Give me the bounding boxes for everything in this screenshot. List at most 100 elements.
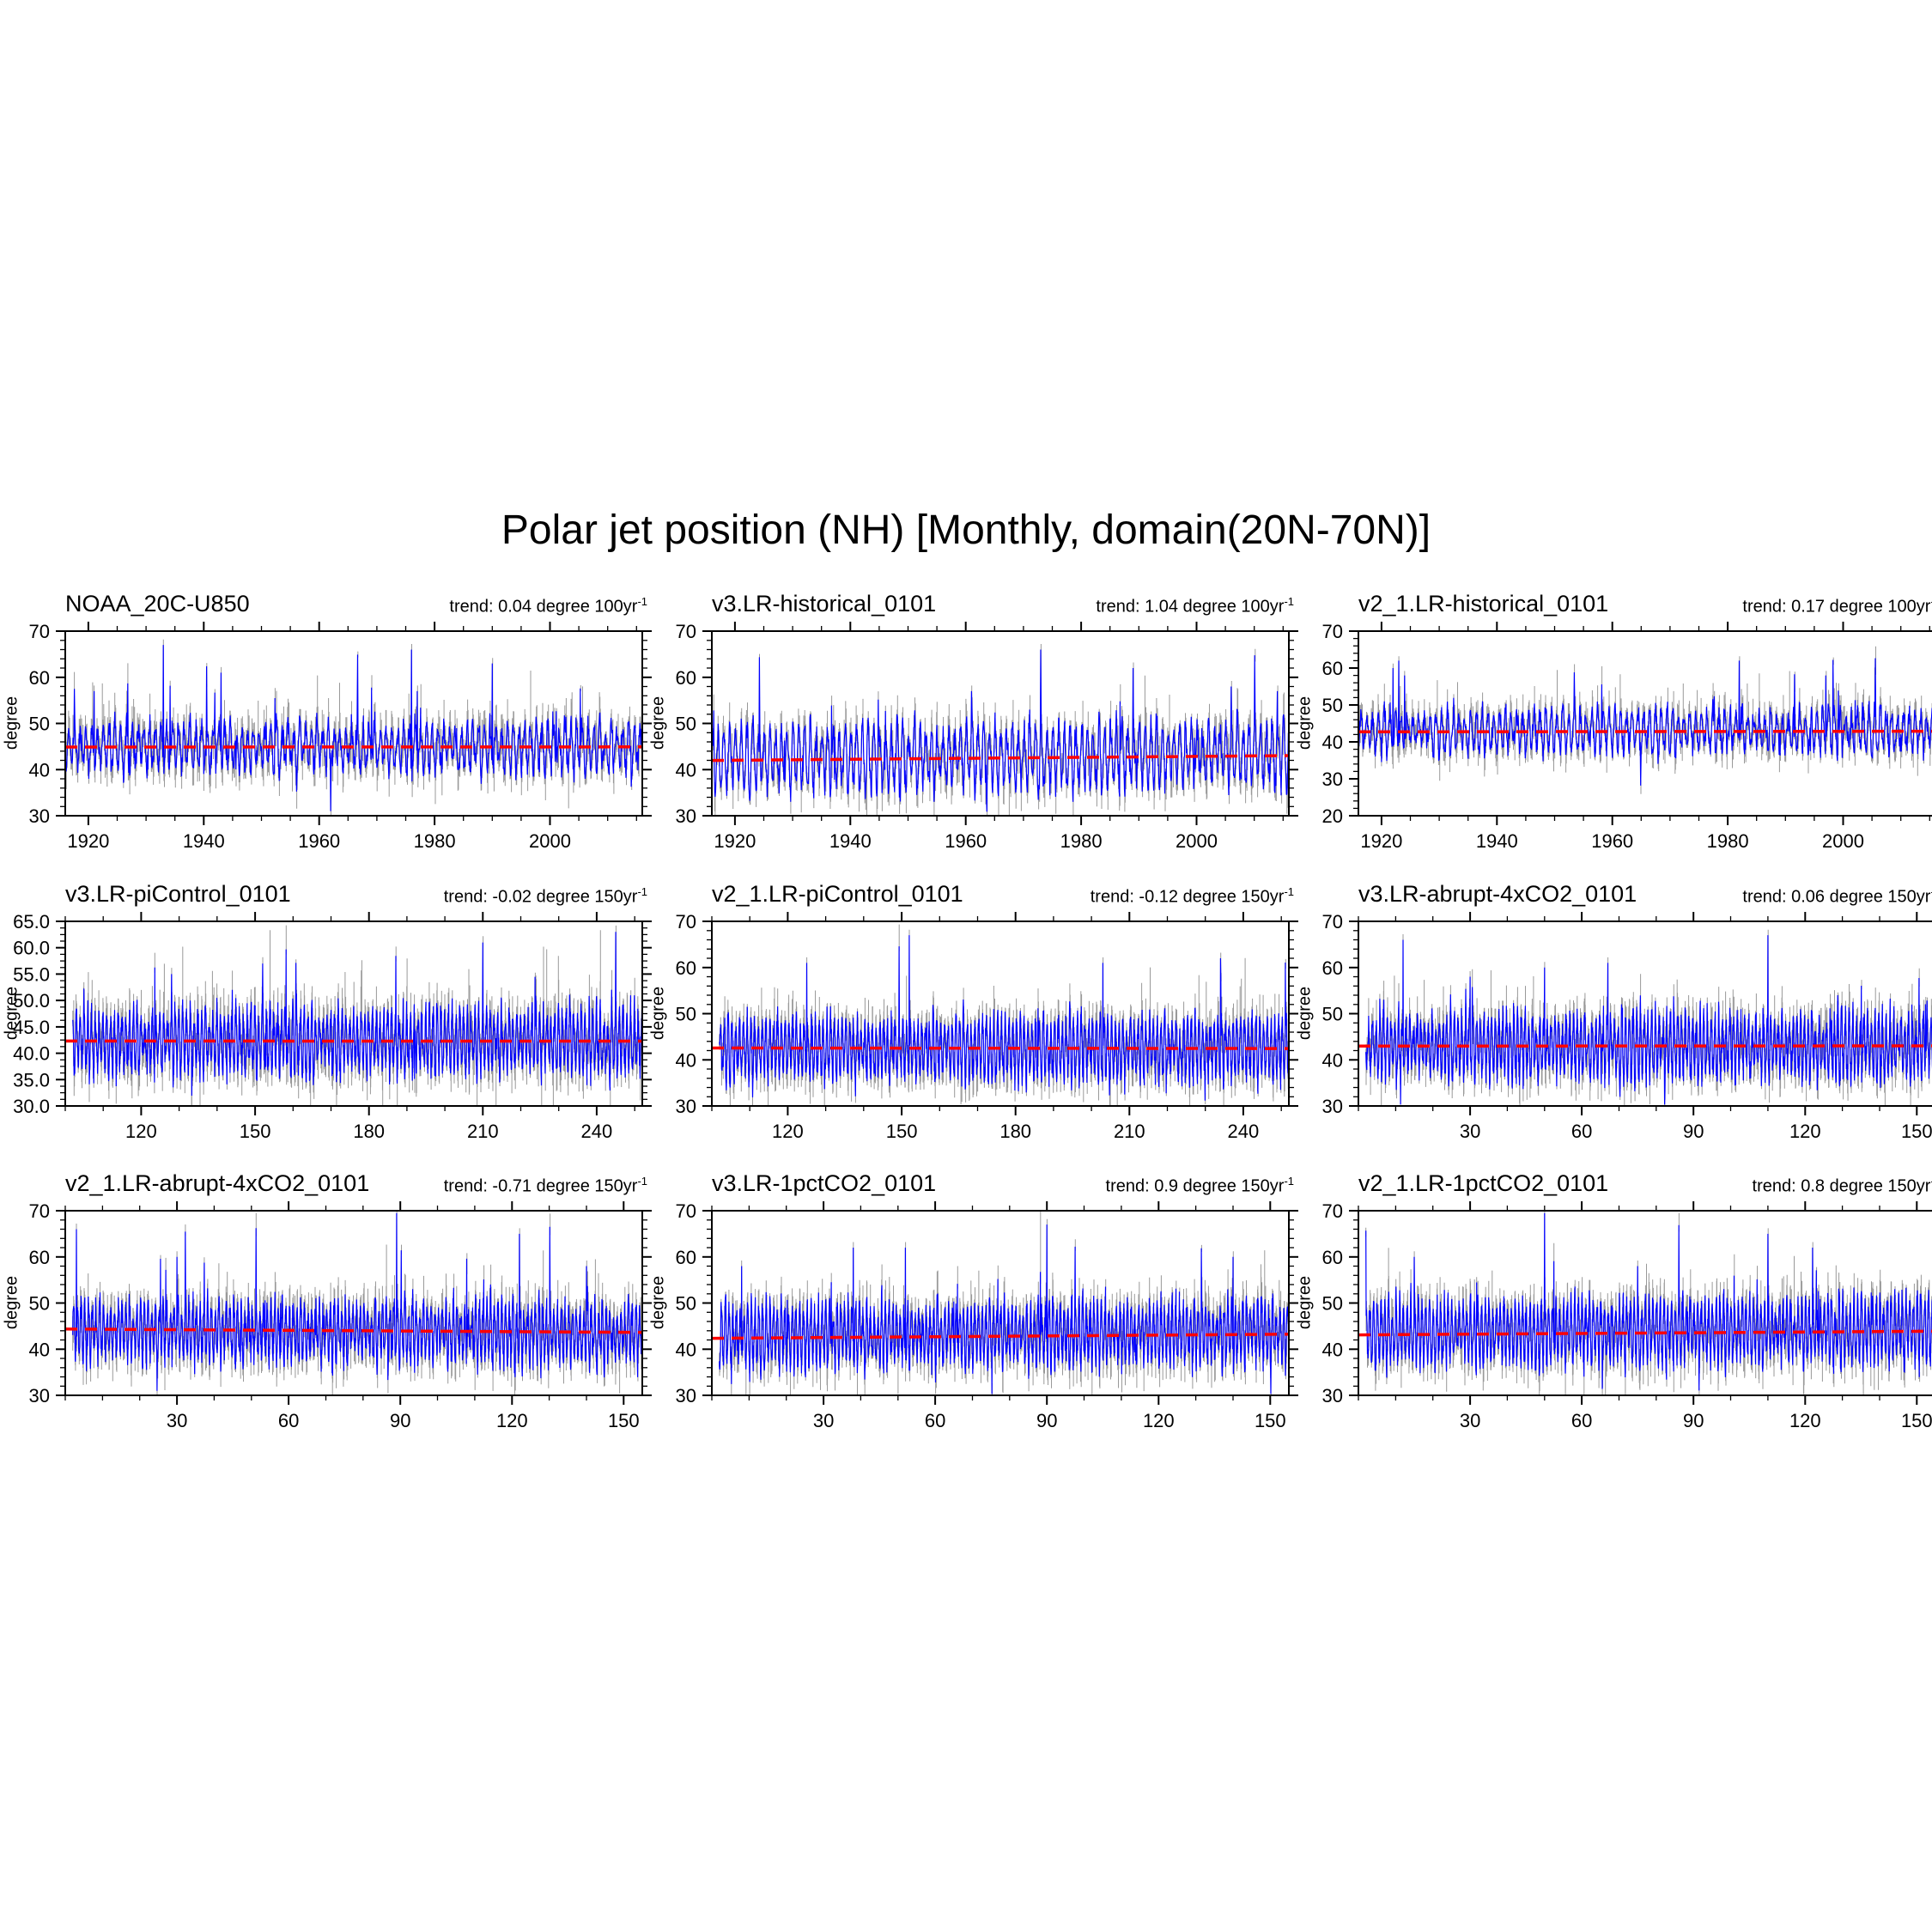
svg-text:70: 70 <box>676 621 696 642</box>
svg-text:90: 90 <box>1036 1410 1057 1431</box>
svg-text:30: 30 <box>676 1096 696 1117</box>
svg-text:90: 90 <box>390 1410 410 1431</box>
svg-text:20: 20 <box>1322 805 1343 827</box>
trend-exponent: -1 <box>1284 595 1294 609</box>
svg-text:60: 60 <box>676 667 696 689</box>
svg-text:50: 50 <box>676 714 696 735</box>
svg-text:60: 60 <box>1571 1121 1592 1142</box>
panel-title: v3.LR-historical_0101 <box>712 591 937 617</box>
svg-text:120: 120 <box>1789 1410 1821 1431</box>
trend-exponent: -1 <box>1284 1175 1294 1188</box>
svg-text:55.0: 55.0 <box>13 963 50 985</box>
timeseries-plot: 120 150 180 210 240 30 40 50 60 70 <box>676 911 1298 1142</box>
svg-text:90: 90 <box>1683 1121 1704 1142</box>
panel-v3-lr-picontrol: v3.LR-piControl_0101 trend: -0.02 degree… <box>0 868 656 1147</box>
trend-exponent: -1 <box>637 595 647 609</box>
svg-text:240: 240 <box>1228 1121 1260 1142</box>
svg-text:30: 30 <box>676 1385 696 1406</box>
page-title: Polar jet position (NH) [Monthly, domain… <box>501 507 1431 553</box>
trend-text: trend: -0.71 degree 150yr <box>443 1177 638 1196</box>
svg-text:40: 40 <box>29 759 50 781</box>
svg-text:40: 40 <box>1322 732 1343 753</box>
panel-trend-label: trend: -0.12 degree 150yr-1 <box>1091 885 1294 908</box>
timeseries-plot: 30 60 90 120 150 30 40 50 60 70 <box>676 1200 1298 1431</box>
svg-text:30: 30 <box>676 805 696 827</box>
svg-text:1960: 1960 <box>945 830 987 852</box>
svg-text:1940: 1940 <box>1476 830 1518 852</box>
svg-text:150: 150 <box>886 1121 918 1142</box>
svg-text:180: 180 <box>353 1121 385 1142</box>
svg-text:30: 30 <box>1322 1096 1343 1117</box>
panel-title: v2_1.LR-1pctCO2_0101 <box>1358 1170 1609 1196</box>
svg-text:70: 70 <box>1322 621 1343 642</box>
svg-text:70: 70 <box>676 911 696 933</box>
svg-text:1940: 1940 <box>183 830 225 852</box>
timeseries-plot: 1920 1940 1960 1980 2000 30 40 50 60 70 <box>676 621 1298 852</box>
panel-trend-label: trend: 0.04 degree 100yr-1 <box>449 595 647 617</box>
svg-text:50: 50 <box>676 1293 696 1315</box>
svg-text:180: 180 <box>999 1121 1031 1142</box>
svg-text:60: 60 <box>1322 658 1343 679</box>
svg-text:40.0: 40.0 <box>13 1043 50 1065</box>
svg-text:70: 70 <box>1322 911 1343 933</box>
panel-v2-1-lr-picontrol: v2_1.LR-piControl_0101 trend: -0.12 degr… <box>647 868 1303 1147</box>
svg-text:30: 30 <box>1460 1410 1480 1431</box>
trend-text: trend: 0.9 degree 150yr <box>1105 1177 1285 1196</box>
svg-text:1980: 1980 <box>414 830 456 852</box>
panel-trend-label: trend: 0.06 degree 150yr-1 <box>1742 885 1932 908</box>
svg-text:60: 60 <box>1322 957 1343 979</box>
panel-noaa-20c-u850: NOAA_20C-U850 trend: 0.04 degree 100yr-1… <box>0 578 656 857</box>
panel-trend-label: trend: 0.9 degree 150yr-1 <box>1106 1175 1294 1197</box>
svg-text:50: 50 <box>1322 1004 1343 1025</box>
svg-text:60: 60 <box>29 1247 50 1268</box>
trend-exponent: -1 <box>1930 885 1932 898</box>
svg-text:150: 150 <box>240 1121 271 1142</box>
svg-text:60: 60 <box>1571 1410 1592 1431</box>
trend-exponent: -1 <box>637 1175 647 1188</box>
svg-text:90: 90 <box>1683 1410 1704 1431</box>
timeseries-plot: 30 60 90 120 150 30 40 50 60 70 <box>29 1200 652 1431</box>
svg-text:150: 150 <box>1901 1121 1932 1142</box>
svg-text:50: 50 <box>1322 695 1343 716</box>
trend-text: trend: 1.04 degree 100yr <box>1096 598 1285 617</box>
svg-text:30: 30 <box>29 805 50 827</box>
panel-v3-lr-1pctco2: v3.LR-1pctCO2_0101 trend: 0.9 degree 150… <box>647 1157 1303 1437</box>
svg-text:50: 50 <box>676 1004 696 1025</box>
svg-text:1920: 1920 <box>1360 830 1402 852</box>
panel-v2-1-lr-1pctco2: v2_1.LR-1pctCO2_0101 trend: 0.8 degree 1… <box>1293 1157 1932 1437</box>
trend-text: trend: -0.02 degree 150yr <box>443 888 638 907</box>
trend-exponent: -1 <box>1930 1175 1932 1188</box>
panel-trend-label: trend: 0.17 degree 100yr-1 <box>1742 595 1932 617</box>
timeseries-plot: 30 60 90 120 150 30 40 50 60 70 <box>1322 911 1932 1142</box>
svg-text:120: 120 <box>772 1121 804 1142</box>
svg-text:210: 210 <box>1114 1121 1145 1142</box>
panel-title: NOAA_20C-U850 <box>65 591 250 617</box>
panel-title: v2_1.LR-historical_0101 <box>1358 591 1609 617</box>
panel-title: v3.LR-abrupt-4xCO2_0101 <box>1358 881 1637 907</box>
svg-text:30: 30 <box>29 1385 50 1406</box>
panel-v2-1-lr-abrupt-4xco2: v2_1.LR-abrupt-4xCO2_0101 trend: -0.71 d… <box>0 1157 656 1437</box>
svg-text:60: 60 <box>29 667 50 689</box>
svg-text:60.0: 60.0 <box>13 938 50 959</box>
svg-text:45.0: 45.0 <box>13 1017 50 1038</box>
svg-text:1980: 1980 <box>1060 830 1103 852</box>
svg-text:40: 40 <box>1322 1339 1343 1360</box>
svg-text:2000: 2000 <box>1822 830 1864 852</box>
svg-text:70: 70 <box>29 1200 50 1222</box>
svg-text:150: 150 <box>608 1410 640 1431</box>
timeseries-plot: 1920 1940 1960 1980 2000 30 40 50 60 70 <box>29 621 652 852</box>
svg-text:50.0: 50.0 <box>13 990 50 1012</box>
panel-title: v3.LR-1pctCO2_0101 <box>712 1170 937 1196</box>
svg-text:40: 40 <box>676 759 696 781</box>
svg-text:120: 120 <box>1143 1410 1175 1431</box>
trend-exponent: -1 <box>637 885 647 899</box>
svg-text:70: 70 <box>1322 1200 1343 1222</box>
svg-text:2000: 2000 <box>529 830 571 852</box>
svg-text:70: 70 <box>29 621 50 642</box>
panel-trend-label: trend: 0.8 degree 150yr-1 <box>1753 1175 1932 1197</box>
timeseries-plot: 1920 1940 1960 1980 2000 20 30 40 50 60 70 <box>1322 621 1932 852</box>
svg-text:35.0: 35.0 <box>13 1069 50 1091</box>
svg-text:150: 150 <box>1255 1410 1286 1431</box>
svg-text:240: 240 <box>581 1121 613 1142</box>
panel-title: v3.LR-piControl_0101 <box>65 881 291 907</box>
